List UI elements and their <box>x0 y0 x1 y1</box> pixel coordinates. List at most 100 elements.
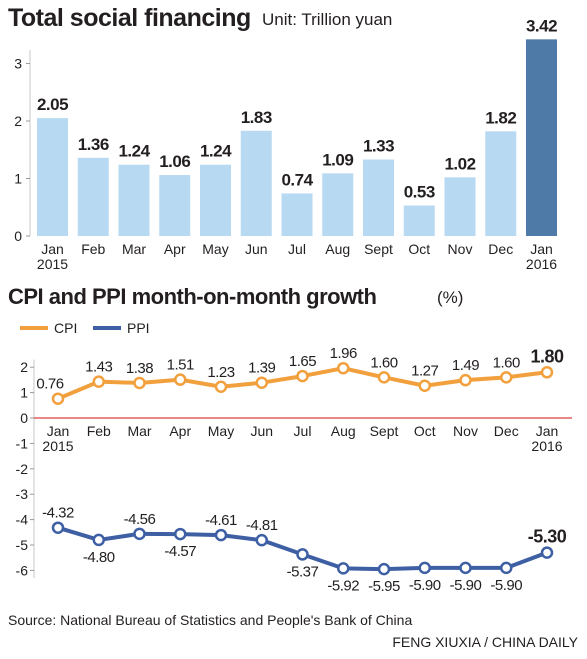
cpi-value-label: 1.39 <box>248 360 275 377</box>
ppi-point <box>51 521 65 534</box>
ppi-value-label: -5.90 <box>450 577 482 594</box>
ppi-point <box>214 528 228 542</box>
bar-value-label: 1.36 <box>78 135 109 154</box>
bar-value-label: 1.24 <box>200 142 232 161</box>
bar <box>281 193 313 236</box>
bar-value-label: 1.06 <box>159 152 190 171</box>
bar-value-label: 1.24 <box>118 142 150 161</box>
bar <box>485 131 517 236</box>
cpi-point <box>92 375 105 388</box>
x-tick-label: 2015 <box>42 438 73 454</box>
bar <box>322 173 354 236</box>
ppi-point <box>418 561 431 575</box>
cpi-point <box>500 371 513 384</box>
cpi-value-label: 1.60 <box>493 354 520 371</box>
x-tick-label: Jul <box>288 241 306 257</box>
y-tick-label: -2 <box>16 461 29 477</box>
cpi-value-label: 1.38 <box>126 360 153 377</box>
x-tick-label: Aug <box>331 423 356 439</box>
y-tick-label: -5 <box>16 537 29 553</box>
y-tick-label: -3 <box>16 486 29 502</box>
cpi-point <box>418 379 431 392</box>
y-tick-label: -4 <box>16 512 29 528</box>
x-tick-label: May <box>202 241 228 257</box>
y-tick-label: 1 <box>20 385 28 401</box>
x-tick-label: Dec <box>488 241 513 257</box>
ppi-point <box>255 533 268 547</box>
cpi-value-label: 1.23 <box>207 364 234 381</box>
x-tick-label: Sept <box>364 241 393 257</box>
x-tick-label: May <box>208 423 234 439</box>
x-tick-label: Jul <box>294 423 312 439</box>
x-tick-label: Nov <box>453 423 478 439</box>
bar-chart-unit: Unit: Trillion yuan <box>262 10 393 29</box>
cpi-point <box>377 371 391 384</box>
x-tick-label: 2016 <box>531 438 562 454</box>
legend: CPI PPI <box>20 320 150 336</box>
bar <box>159 175 191 236</box>
cpi-point <box>214 380 228 394</box>
bar <box>444 177 476 236</box>
ppi-value-label: -4.32 <box>42 505 74 522</box>
x-tick-label: Aug <box>325 241 350 257</box>
ppi-value-label: -5.30 <box>528 527 567 547</box>
ppi-value-label: -4.57 <box>164 543 196 560</box>
cpi-point <box>133 376 146 390</box>
legend-cpi-label: CPI <box>54 320 77 336</box>
ppi-value-label: -5.90 <box>409 577 441 594</box>
x-tick-label: Jun <box>245 241 268 257</box>
y-tick-label: 1 <box>14 171 22 187</box>
bar <box>526 39 557 236</box>
bar-chart-title: Total social financing <box>8 4 251 32</box>
ppi-value-label: -5.37 <box>287 563 319 580</box>
credit-note: FENG XIUXIA / CHINA DAILY <box>392 634 578 650</box>
legend-ppi-label: PPI <box>127 320 150 336</box>
bar-value-label: 0.74 <box>281 170 313 189</box>
x-tick-label: Nov <box>448 241 473 257</box>
x-tick-label: Jan <box>536 423 559 439</box>
x-tick-label: Jan <box>41 241 64 257</box>
cpi-value-label: 0.76 <box>36 376 63 393</box>
ppi-value-label: -5.95 <box>368 578 400 595</box>
y-tick-label: -6 <box>16 562 29 578</box>
y-tick-label: 0 <box>14 228 22 244</box>
y-tick-label: 2 <box>20 359 28 375</box>
cpi-point <box>174 373 187 386</box>
ppi-value-label: -4.61 <box>205 512 237 529</box>
x-tick-label: Jun <box>250 423 273 439</box>
cpi-point <box>540 366 554 379</box>
bar-value-label: 1.02 <box>444 154 475 173</box>
ppi-point <box>337 562 350 575</box>
cpi-point <box>255 376 268 389</box>
x-tick-label: Oct <box>414 423 436 439</box>
cpi-point <box>337 361 350 375</box>
cpi-point <box>51 392 65 405</box>
bar-value-label: 1.09 <box>322 150 353 169</box>
bar <box>403 205 435 236</box>
x-tick-label: 2016 <box>526 256 557 272</box>
y-tick-label: -1 <box>16 435 29 451</box>
x-tick-label: Feb <box>87 423 111 439</box>
cpi-value-label: 1.96 <box>330 345 357 362</box>
bar-value-label: 3.42 <box>526 16 557 35</box>
bar-value-label: 2.05 <box>37 95 68 114</box>
x-tick-label: Apr <box>164 241 186 257</box>
bar <box>240 130 272 236</box>
line-chart-title: CPI and PPI month-on-month growth <box>8 284 377 309</box>
x-tick-label: Sept <box>370 423 399 439</box>
x-tick-label: Oct <box>408 241 430 257</box>
bar <box>200 164 231 236</box>
bar <box>363 159 394 236</box>
ppi-point <box>296 548 309 561</box>
x-tick-label: 2015 <box>37 256 68 272</box>
bar <box>37 118 68 236</box>
ppi-value-label: -4.80 <box>83 549 115 566</box>
ppi-value-label: -4.56 <box>124 511 156 528</box>
cpi-point <box>296 369 309 383</box>
x-tick-label: Jan <box>530 241 553 257</box>
y-tick-label: 3 <box>14 56 22 72</box>
bar-value-label: 1.83 <box>241 108 272 127</box>
x-tick-label: Dec <box>494 423 519 439</box>
ppi-value-label: -5.92 <box>327 577 359 594</box>
